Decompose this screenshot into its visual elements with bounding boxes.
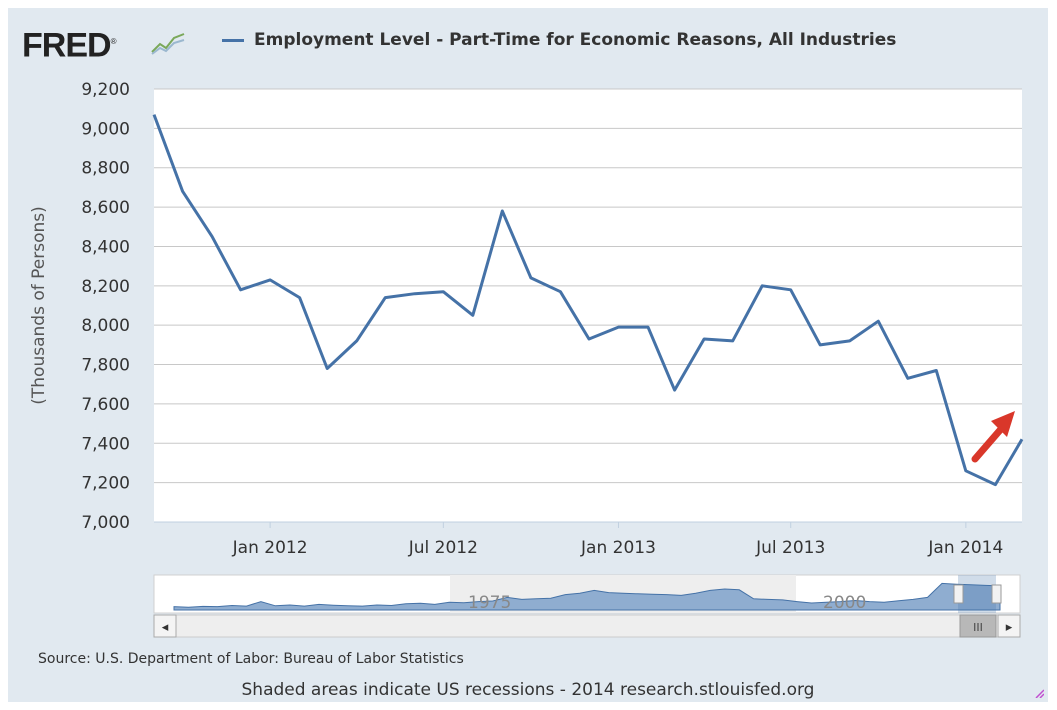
chart-legend[interactable]: Employment Level - Part-Time for Economi…	[222, 27, 896, 53]
chart-canvas: 7,000 7,200 7,400 7,600 7,800 8,000 8,200 8,400…	[29, 80, 1024, 638]
scrollbar[interactable]: ◂ III ▸	[153, 614, 1021, 638]
fred-logo[interactable]: FRED®	[22, 22, 117, 65]
x-axis-ticks: Jan 2012 Jul 2012 Jan 2013 Jul 2013 Jan 2014	[154, 521, 1022, 558]
legend-label: Employment Level - Part-Time for Economi…	[254, 30, 897, 50]
y-tick-label: 8,600	[81, 198, 130, 218]
y-tick-label: 8,400	[81, 237, 130, 257]
y-tick-label: 7,200	[81, 474, 130, 494]
registered-mark: ®	[110, 37, 117, 46]
fred-logo-text: FRED	[22, 26, 112, 65]
y-tick-label: 8,800	[81, 159, 130, 179]
y-axis-ticks: 7,000 7,200 7,400 7,600 7,800 8,000 8,200 8,400…	[81, 80, 130, 533]
x-tick-label: Jul 2012	[408, 538, 478, 558]
navigator-series	[173, 582, 1001, 611]
scrollbar-track	[153, 614, 1021, 638]
navigator[interactable]: 1975 2000	[153, 574, 1021, 614]
navigator-selection	[958, 575, 996, 613]
x-tick-label: Jan 2013	[580, 538, 656, 558]
scroll-left-button	[153, 614, 177, 638]
resize-grip-icon[interactable]	[1034, 688, 1044, 698]
fred-graph-icon	[150, 30, 186, 56]
y-axis-label: (Thousands of Persons)	[29, 206, 49, 404]
chart-container: FRED® Employment Level - Part-Time for E…	[8, 8, 1048, 702]
arrow-shaft	[971, 425, 1005, 463]
x-tick-label: Jan 2014	[927, 538, 1003, 558]
y-tick-label: 7,800	[81, 356, 130, 376]
navigator-label: 1975	[468, 593, 511, 613]
arrow-head	[991, 411, 1015, 437]
scroll-right-button	[997, 614, 1021, 638]
legend-swatch	[222, 38, 244, 42]
annotation-arrow	[971, 411, 1015, 463]
x-tick-label: Jul 2013	[755, 538, 825, 558]
navigator-handle	[991, 584, 1002, 604]
footer-note: Shaded areas indicate US recessions - 20…	[241, 680, 815, 700]
navigator-handle	[953, 584, 964, 604]
scrollbar-thumb	[959, 614, 997, 638]
series-line	[152, 114, 1024, 487]
y-tick-label: 7,600	[81, 395, 130, 415]
x-tick-label: Jan 2012	[232, 538, 308, 558]
source-note: Source: U.S. Department of Labor: Bureau…	[38, 651, 464, 667]
y-tick-label: 8,200	[81, 277, 130, 297]
y-tick-label: 8,000	[81, 316, 130, 336]
y-tick-label: 9,000	[81, 119, 130, 139]
scrollbar-thumb-grip: III	[973, 621, 983, 634]
y-tick-label: 9,200	[81, 80, 130, 100]
y-tick-label: 7,400	[81, 434, 130, 454]
chevron-left-icon: ◂	[162, 620, 169, 635]
chevron-right-icon: ▸	[1006, 620, 1013, 635]
series-layer	[152, 114, 1024, 487]
y-tick-label: 7,000	[81, 513, 130, 533]
plot-area	[154, 89, 1022, 522]
navigator-label: 2000	[823, 593, 866, 613]
